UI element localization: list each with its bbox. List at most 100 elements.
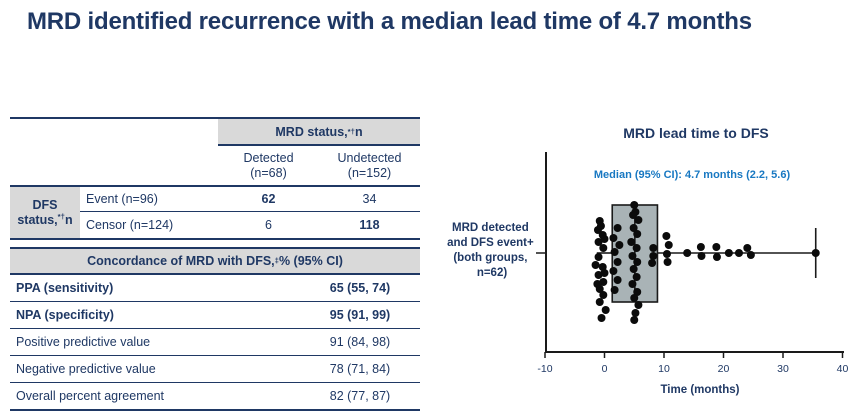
y-label-line: and DFS event+ (447, 237, 534, 249)
table-row: Negative predictive value 78 (71, 84) (10, 356, 420, 383)
y-label-line: (both groups, (453, 252, 527, 264)
lead-time-point (629, 265, 638, 273)
undetected-n: (n=152) (347, 165, 392, 180)
lead-time-point (632, 244, 641, 252)
lead-time-point (613, 276, 622, 284)
table-row: Positive predictive value 91 (84, 98) (10, 329, 420, 356)
x-axis-label: Time (months) (660, 384, 739, 396)
page-title: MRD identified recurrence with a median … (27, 8, 752, 35)
table-row: PPA (sensitivity) 65 (55, 74) (10, 275, 420, 302)
row-label-event: Event (n=96) (80, 187, 218, 212)
lead-time-point (712, 243, 721, 251)
lead-time-point (594, 253, 603, 261)
table-row: Overall percent agreement 82 (77, 87) (10, 383, 420, 409)
table-row: NPA (specificity) 95 (91, 99) (10, 302, 420, 329)
lead-time-point (743, 244, 752, 252)
lead-time-point (664, 241, 673, 249)
lead-time-point (634, 216, 643, 224)
footnote-marks: *† (57, 211, 65, 221)
lead-time-point (663, 258, 672, 266)
lead-time-point (630, 201, 639, 209)
empty-cell (10, 146, 218, 187)
col-header-detected: Detected (n=68) (218, 146, 319, 187)
lead-time-point (724, 249, 733, 257)
dfs-status-row-header: DFS status,*†n (10, 187, 80, 238)
lead-time-point (631, 309, 640, 317)
x-tick-label: 20 (718, 363, 730, 375)
lead-time-point (593, 280, 602, 288)
x-tick-label: -10 (537, 363, 552, 375)
dfs-label-line1: DFS (32, 197, 58, 212)
lead-time-point (600, 235, 609, 243)
y-label-line: n=62) (477, 267, 508, 279)
detected-n: (n=68) (250, 165, 287, 180)
lead-time-point (599, 244, 608, 252)
x-tick-label: 0 (602, 363, 608, 375)
row-label-ppa: PPA (sensitivity) (16, 281, 114, 295)
lead-time-point (811, 249, 820, 257)
detected-label: Detected (243, 150, 294, 165)
lead-time-point (649, 252, 658, 260)
cell-censor-detected: 6 (265, 218, 272, 232)
lead-time-point (610, 286, 619, 294)
x-tick-label: 40 (837, 363, 849, 375)
lead-time-point (615, 241, 624, 249)
x-tick-label: 10 (658, 363, 670, 375)
mrd-status-table: MRD status, *† n Detected (n=68) Undetecte… (10, 117, 420, 240)
median-annotation: Median (95% CI): 4.7 months (2.2, 5.6) (594, 169, 791, 181)
col-header-undetected: Undetected (n=152) (319, 146, 420, 187)
data-points (591, 201, 820, 324)
lead-time-point (632, 273, 641, 281)
cell-event-undetected: 34 (319, 187, 420, 212)
chart-title: MRD lead time to DFS (623, 125, 768, 141)
lead-time-point (598, 263, 607, 271)
cell-censor-undetected: 118 (359, 218, 380, 232)
lead-time-point (600, 269, 609, 277)
lead-time-point (594, 238, 603, 246)
row-label-ppv: Positive predictive value (16, 335, 151, 349)
concordance-table: Concordance of MRD with DFS, ‡ % (95% CI)… (10, 247, 420, 411)
x-tick-label: 30 (777, 363, 789, 375)
lead-time-point (696, 243, 705, 251)
row-label-npa: NPA (specificity) (16, 308, 114, 322)
value-npa: 95 (91, 99) (329, 308, 391, 322)
lead-time-point (712, 253, 721, 261)
value-ppv: 91 (84, 98) (329, 335, 391, 349)
lead-time-point (609, 234, 618, 242)
lead-time-point (633, 230, 642, 238)
lead-time-point (627, 238, 636, 246)
lead-time-point (633, 258, 642, 266)
lead-time-point (630, 294, 639, 302)
dfs-status-text: status, (17, 212, 58, 227)
lead-time-point (591, 261, 600, 269)
value-opa: 82 (77, 87) (329, 389, 391, 403)
lead-time-point (599, 291, 608, 299)
lead-time-point (649, 244, 658, 252)
lead-time-point (629, 211, 638, 219)
lead-time-point (609, 267, 618, 275)
undetected-label: Undetected (337, 150, 402, 165)
mrd-status-header-suffix: n (354, 124, 363, 139)
lead-time-chart-panel: MRD lead time to DFS Median (95% CI): 4.… (440, 100, 866, 410)
mrd-status-header-text: MRD status, (275, 124, 348, 139)
lead-time-point (610, 248, 619, 256)
lead-time-point (734, 249, 743, 257)
lead-time-point (597, 314, 606, 322)
empty-cell (10, 119, 218, 146)
lead-time-point (613, 224, 622, 232)
concordance-header-suffix: % (95% CI) (278, 254, 343, 268)
lead-time-point (629, 224, 638, 232)
lead-time-point (628, 280, 637, 288)
row-label-censor: Censor (n=124) (86, 218, 174, 232)
lead-time-point (628, 252, 637, 260)
lead-time-point (634, 301, 643, 309)
row-label-opa: Overall percent agreement (16, 389, 164, 403)
concordance-header: Concordance of MRD with DFS, ‡ % (95% CI) (10, 249, 420, 275)
lead-time-point (633, 288, 642, 296)
lead-time-point (601, 306, 610, 314)
row-label-npv: Negative predictive value (16, 362, 156, 376)
y-category-label: MRD detected and DFS event+ (both groups… (447, 222, 537, 279)
lead-time-point (683, 249, 692, 257)
lead-time-point (595, 298, 604, 306)
value-ppa: 65 (55, 74) (329, 281, 391, 295)
